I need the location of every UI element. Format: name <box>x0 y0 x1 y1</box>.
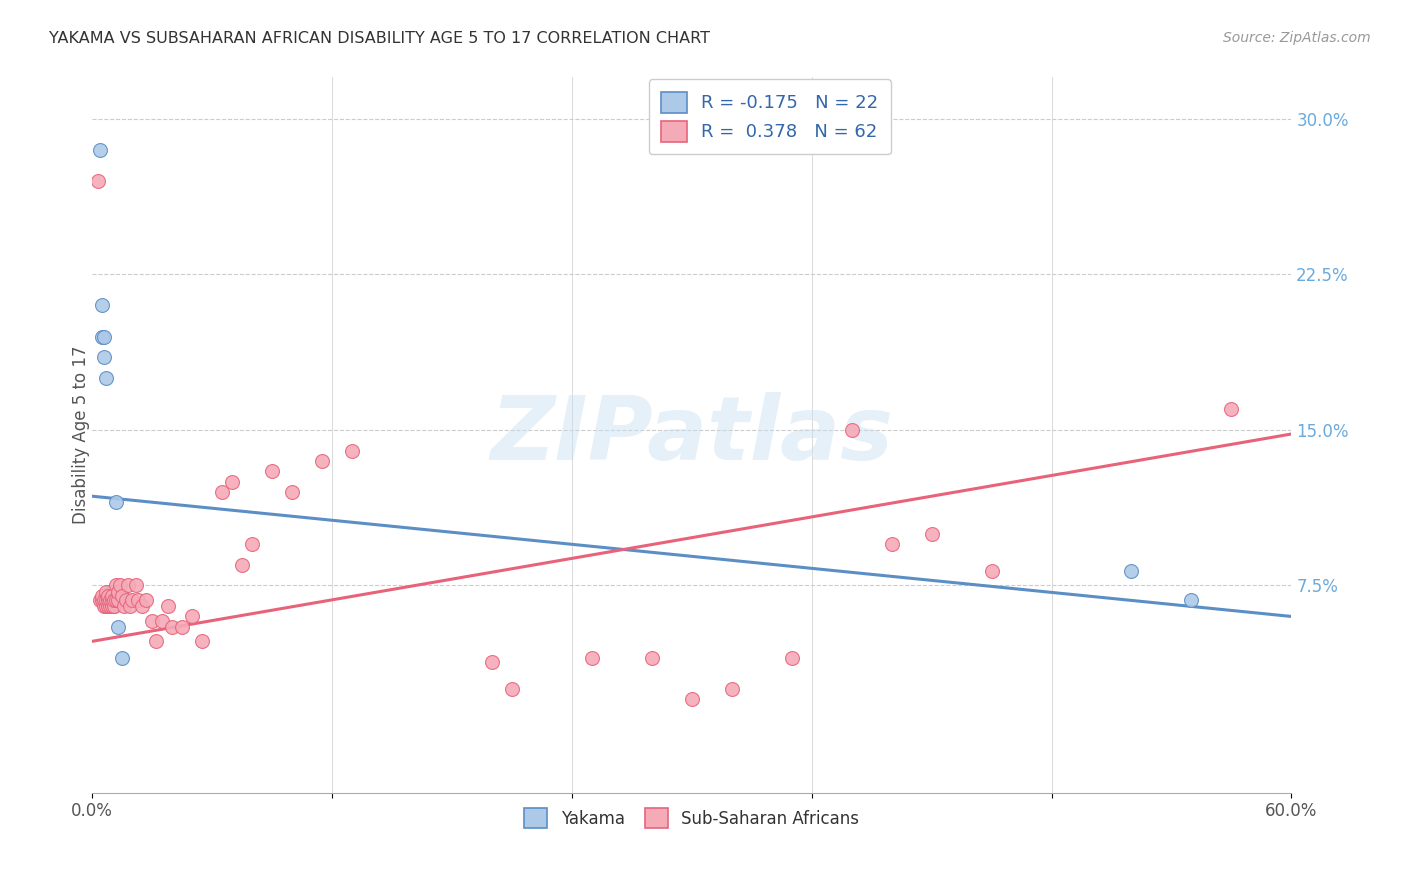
Point <box>105 592 128 607</box>
Point <box>105 495 128 509</box>
Point <box>131 599 153 613</box>
Point <box>841 423 863 437</box>
Point <box>160 620 183 634</box>
Legend: Yakama, Sub-Saharan Africans: Yakama, Sub-Saharan Africans <box>517 802 866 834</box>
Point <box>91 589 114 603</box>
Point <box>641 651 664 665</box>
Point <box>1220 402 1243 417</box>
Point <box>97 592 120 607</box>
Point <box>101 584 124 599</box>
Point <box>311 454 333 468</box>
Point <box>150 614 173 628</box>
Point <box>97 589 120 603</box>
Point <box>135 592 157 607</box>
Point <box>111 589 134 603</box>
Point <box>97 589 120 603</box>
Point <box>231 558 253 572</box>
Point <box>93 351 115 365</box>
Point <box>105 578 128 592</box>
Point <box>181 609 204 624</box>
Point <box>780 651 803 665</box>
Point <box>191 634 214 648</box>
Point <box>101 599 124 613</box>
Point <box>127 592 149 607</box>
Point <box>103 589 125 603</box>
Point <box>107 592 129 607</box>
Point <box>96 584 118 599</box>
Point <box>157 599 180 613</box>
Y-axis label: Disability Age 5 to 17: Disability Age 5 to 17 <box>72 346 90 524</box>
Point <box>125 578 148 592</box>
Point <box>101 592 124 607</box>
Point <box>240 537 263 551</box>
Point <box>91 329 114 343</box>
Point <box>91 592 114 607</box>
Point <box>89 592 111 607</box>
Point <box>98 592 121 607</box>
Text: YAKAMA VS SUBSAHARAN AFRICAN DISABILITY AGE 5 TO 17 CORRELATION CHART: YAKAMA VS SUBSAHARAN AFRICAN DISABILITY … <box>49 31 710 46</box>
Point <box>96 592 118 607</box>
Point <box>98 584 121 599</box>
Point <box>141 614 163 628</box>
Point <box>720 681 742 696</box>
Point <box>112 599 135 613</box>
Point <box>921 526 943 541</box>
Point <box>581 651 603 665</box>
Point <box>211 485 233 500</box>
Point <box>221 475 243 489</box>
Point <box>89 143 111 157</box>
Point <box>340 443 363 458</box>
Point <box>117 578 139 592</box>
Point <box>93 599 115 613</box>
Point <box>93 329 115 343</box>
Point <box>260 464 283 478</box>
Point <box>281 485 304 500</box>
Point <box>107 584 129 599</box>
Point <box>145 634 167 648</box>
Point <box>103 592 125 607</box>
Point <box>96 599 118 613</box>
Point <box>880 537 903 551</box>
Point <box>97 599 120 613</box>
Point <box>103 599 125 613</box>
Point <box>681 692 703 706</box>
Point <box>120 599 142 613</box>
Point <box>121 592 143 607</box>
Point <box>98 592 121 607</box>
Point <box>103 599 125 613</box>
Point <box>115 592 138 607</box>
Text: Source: ZipAtlas.com: Source: ZipAtlas.com <box>1223 31 1371 45</box>
Point <box>107 620 129 634</box>
Point <box>111 651 134 665</box>
Point <box>1180 592 1202 607</box>
Text: ZIPatlas: ZIPatlas <box>491 392 893 478</box>
Point <box>96 589 118 603</box>
Point <box>172 620 194 634</box>
Point <box>501 681 523 696</box>
Point <box>101 599 124 613</box>
Point <box>96 371 118 385</box>
Point <box>101 592 124 607</box>
Point <box>1121 564 1143 578</box>
Point <box>97 592 120 607</box>
Point <box>93 592 115 607</box>
Point <box>108 578 131 592</box>
Point <box>481 655 503 669</box>
Point <box>91 298 114 312</box>
Point <box>87 174 110 188</box>
Point <box>101 589 124 603</box>
Point <box>980 564 1002 578</box>
Point <box>98 599 121 613</box>
Point <box>96 592 118 607</box>
